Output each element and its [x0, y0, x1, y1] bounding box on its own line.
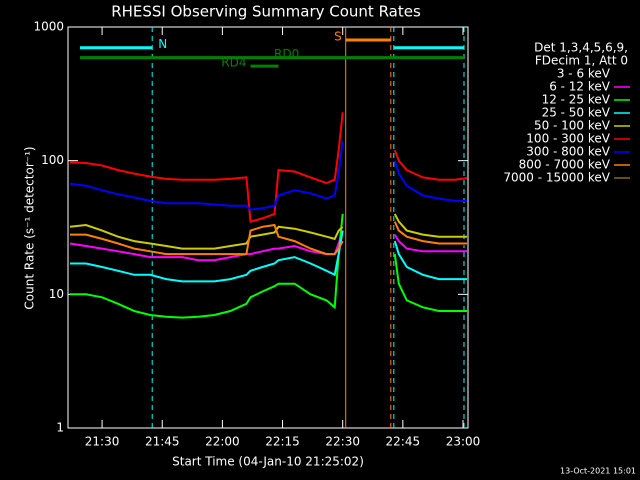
y-tick-label: 100 — [41, 153, 64, 167]
flag-label: N — [158, 37, 167, 51]
x-axis-label: Start Time (04-Jan-10 21:25:02) — [172, 455, 364, 469]
x-tick-label: 22:00 — [205, 435, 240, 449]
series-line — [69, 112, 468, 223]
plot-frame — [67, 26, 469, 429]
x-tick-label: 22:15 — [265, 435, 300, 449]
legend-label: 300 - 800 keV — [526, 145, 610, 159]
series-line — [69, 213, 467, 250]
legend-label: 6 - 12 keV — [549, 80, 611, 94]
legend-label: 100 - 300 keV — [526, 132, 610, 146]
y-axis-label: Count Rate (s⁻¹ detector⁻¹) — [23, 146, 37, 309]
x-tick-label: 21:45 — [145, 435, 180, 449]
series-line — [70, 213, 467, 319]
legend-label: 800 - 7000 keV — [519, 158, 611, 172]
y-tick-label: 10 — [49, 287, 64, 301]
flag-label: RD4 — [221, 56, 246, 70]
legend-label: 7000 - 15000 keV — [503, 171, 610, 185]
x-tick-label: 23:00 — [446, 435, 481, 449]
series-line — [69, 140, 467, 211]
legend-label: 25 - 50 keV — [542, 106, 611, 120]
legend-label: 12 - 25 keV — [542, 93, 611, 107]
y-tick-label: 1 — [56, 421, 64, 435]
x-tick-label: 22:30 — [325, 435, 360, 449]
flag-label: S — [334, 29, 342, 43]
series-line — [69, 230, 467, 262]
series-line — [70, 226, 468, 262]
legend-label: 3 - 6 keV — [557, 67, 611, 81]
series-line — [70, 221, 467, 256]
footer: 13-Oct-2021 15:01 — [560, 467, 636, 476]
legend-header: Det 1,3,4,5,6,9, — [534, 41, 628, 55]
y-tick-label: 1000 — [33, 20, 64, 34]
flag-label: RD0 — [274, 47, 299, 61]
series-line — [70, 230, 467, 283]
chart-title: RHESSI Observing Summary Count Rates — [111, 3, 421, 21]
x-tick-label: 22:45 — [386, 435, 421, 449]
legend-label: 50 - 100 keV — [534, 119, 611, 133]
x-tick-label: 21:30 — [85, 435, 120, 449]
legend-header: FDecim 1, Att 0 — [535, 54, 628, 68]
